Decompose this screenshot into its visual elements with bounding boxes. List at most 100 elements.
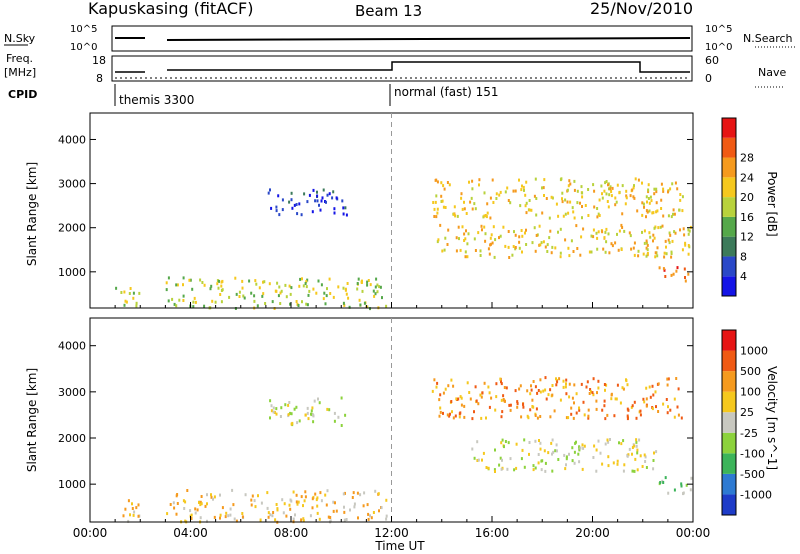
colorbar-swatch xyxy=(722,350,736,372)
data-cell xyxy=(590,250,593,254)
data-cell xyxy=(469,200,472,204)
data-cell xyxy=(474,385,477,389)
data-cell xyxy=(503,386,506,389)
data-cell xyxy=(297,304,300,307)
data-cell xyxy=(630,405,633,409)
data-cell xyxy=(376,283,379,287)
colorbar-frame xyxy=(721,117,737,297)
data-cell xyxy=(439,393,442,397)
colorbar-tick-label: -500 xyxy=(740,468,765,481)
data-cell xyxy=(581,205,583,208)
data-cell xyxy=(547,451,550,455)
data-cell xyxy=(562,214,565,218)
data-cell xyxy=(280,289,283,293)
data-cell xyxy=(505,386,508,390)
data-cell xyxy=(587,188,590,191)
beam-title: Beam 13 xyxy=(355,2,422,20)
data-cell xyxy=(543,449,546,453)
data-cell xyxy=(573,179,576,183)
data-cell xyxy=(366,280,369,284)
data-cell xyxy=(182,283,184,287)
data-cell xyxy=(573,188,576,192)
data-cell xyxy=(668,231,671,235)
data-cell xyxy=(288,200,291,204)
data-cell xyxy=(605,383,608,387)
data-cell xyxy=(656,254,659,258)
x-tick-label: 16:00 xyxy=(475,526,510,540)
data-cell xyxy=(652,233,655,237)
data-cell xyxy=(520,415,523,419)
data-cell xyxy=(304,413,307,417)
data-cell xyxy=(538,243,541,247)
data-cell xyxy=(550,195,553,199)
data-cell xyxy=(135,506,138,510)
data-cell xyxy=(169,503,172,506)
data-cell xyxy=(269,513,272,517)
data-cell xyxy=(521,184,523,188)
data-cell xyxy=(131,507,134,510)
data-cell xyxy=(369,307,371,311)
data-cell xyxy=(267,191,270,195)
freq-tick-bottom: 8 xyxy=(96,72,103,85)
data-cell xyxy=(271,514,274,518)
data-cell xyxy=(595,407,598,411)
data-cell xyxy=(627,408,630,412)
data-cell xyxy=(483,225,486,229)
data-cell xyxy=(586,380,589,384)
data-cell xyxy=(257,494,259,498)
data-cell xyxy=(633,196,636,200)
data-cell xyxy=(632,246,635,250)
colorbar-tick-label: 28 xyxy=(740,152,754,165)
data-cell xyxy=(507,245,510,249)
data-cell xyxy=(485,466,488,469)
data-cell xyxy=(358,298,361,302)
data-cell xyxy=(436,240,439,244)
data-cell xyxy=(270,206,273,210)
data-cell xyxy=(532,380,535,383)
data-cell xyxy=(308,193,311,197)
data-cell xyxy=(376,290,379,294)
data-cell xyxy=(514,233,517,237)
data-cell xyxy=(306,200,309,204)
data-cell xyxy=(478,178,481,182)
data-cell xyxy=(532,464,535,468)
data-cell xyxy=(628,447,631,451)
data-cell xyxy=(636,451,639,455)
data-cell xyxy=(618,441,620,445)
data-cell xyxy=(464,237,467,241)
data-cell xyxy=(679,228,681,232)
data-cell xyxy=(436,180,439,184)
data-cell xyxy=(276,508,279,512)
data-cell xyxy=(128,292,131,295)
data-cell xyxy=(683,233,686,237)
data-cell xyxy=(448,414,451,418)
data-cell xyxy=(564,467,567,471)
data-cell xyxy=(190,517,193,520)
data-cell xyxy=(645,195,648,199)
data-cell xyxy=(539,378,542,382)
colorbar-swatch xyxy=(722,177,736,198)
data-cell xyxy=(356,287,359,291)
data-cell xyxy=(541,211,544,215)
data-cell xyxy=(587,414,590,418)
data-cell xyxy=(515,466,518,470)
data-cell xyxy=(622,469,625,473)
data-cell xyxy=(513,230,515,234)
data-cell xyxy=(529,408,532,412)
data-cell xyxy=(641,213,644,217)
data-cell xyxy=(663,255,666,259)
data-cell xyxy=(342,212,345,216)
data-cell xyxy=(579,253,582,257)
data-cell xyxy=(306,406,309,410)
data-cell xyxy=(528,208,531,212)
data-cell xyxy=(551,245,554,249)
data-cell xyxy=(353,505,356,509)
data-cell xyxy=(191,287,194,291)
data-cell xyxy=(635,416,638,420)
data-cell xyxy=(488,405,491,409)
data-cell xyxy=(229,513,232,517)
y-tick-label: 3000 xyxy=(58,386,86,399)
data-cell xyxy=(647,197,650,200)
data-cell xyxy=(212,497,214,501)
data-cell xyxy=(609,187,612,191)
